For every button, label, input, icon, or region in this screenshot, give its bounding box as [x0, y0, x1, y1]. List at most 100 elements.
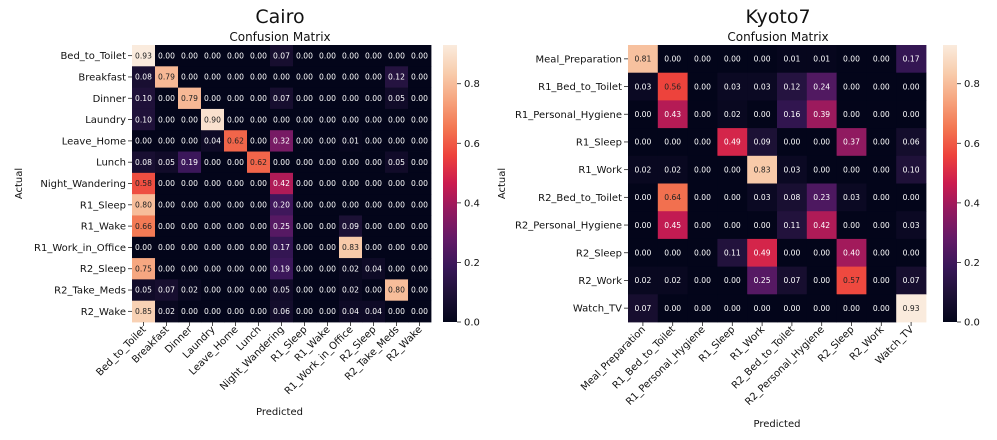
heatmap-cell: [687, 45, 718, 74]
cell-value-label: 0.00: [388, 264, 405, 273]
cell-value-label: 0.00: [903, 82, 920, 91]
cell-value-label: 0.00: [783, 138, 800, 147]
cell-value-label: 0.00: [227, 264, 244, 273]
cell-value-label: 0.00: [181, 307, 198, 316]
cell-value-label: 0.64: [664, 193, 681, 202]
cell-value-label: 0.00: [873, 304, 890, 313]
cell-value-label: 0.00: [724, 276, 741, 285]
cell-value-label: 0.10: [135, 115, 152, 124]
heatmap-cell: [270, 215, 294, 238]
cell-value-label: 0.00: [158, 243, 175, 252]
cell-value-label: 0.00: [158, 201, 175, 210]
cell-value-label: 0.10: [903, 165, 920, 174]
cell-value-label: 0.07: [158, 286, 175, 295]
cell-value-label: 0.01: [342, 137, 359, 146]
cell-value-label: 0.03: [724, 82, 741, 91]
heatmap-cell: [385, 87, 409, 110]
cell-value-label: 0.62: [227, 137, 244, 146]
heatmap-cell: [132, 215, 156, 238]
heatmap-cell: [687, 100, 718, 129]
heatmap-cell: [628, 155, 659, 184]
cell-value-label: 0.49: [724, 138, 741, 147]
colorbar-tick-label: 0.8: [964, 79, 980, 90]
heatmap-cell: [628, 183, 659, 212]
heatmap-cell: [628, 211, 659, 240]
colorbar-tick-label: 0.0: [964, 318, 980, 329]
heatmap-cell: [687, 238, 718, 267]
cell-value-label: 0.00: [296, 73, 313, 82]
heatmap-cell: [657, 128, 688, 157]
heatmap-cell: [836, 72, 867, 101]
cell-value-label: 0.75: [135, 264, 152, 273]
cell-value-label: 0.07: [273, 51, 290, 60]
cell-value-label: 0.00: [319, 94, 336, 103]
heatmap-cell: [155, 215, 179, 238]
heatmap-cell: [747, 100, 778, 129]
y-tick-label: R2_Personal_Hygiene: [515, 221, 622, 232]
heatmap-cell: [806, 45, 837, 74]
cell-value-label: 0.32: [273, 137, 290, 146]
heatmap-cell: [747, 155, 778, 184]
heatmap-cell: [896, 266, 927, 295]
heatmap-cell: [657, 238, 688, 267]
heatmap-cell: [178, 66, 202, 89]
cell-value-label: 0.00: [342, 158, 359, 167]
heatmap-cell: [270, 279, 294, 302]
cell-value-label: 0.00: [388, 201, 405, 210]
heatmap-cell: [201, 258, 225, 280]
x-axis-label: Predicted: [754, 419, 801, 430]
heatmap-cell: [316, 172, 340, 195]
cell-value-label: 0.00: [250, 264, 267, 273]
cell-value-label: 0.00: [694, 55, 711, 64]
cell-value-label: 0.00: [273, 115, 290, 124]
heatmap-cell: [717, 155, 748, 184]
cell-value-label: 0.00: [158, 51, 175, 60]
cell-value-label: 0.00: [724, 193, 741, 202]
y-tick-label: R1_Wake: [81, 222, 126, 233]
heatmap-cell: [270, 194, 294, 216]
heatmap-cell: [339, 215, 363, 238]
cell-value-label: 0.11: [724, 248, 741, 257]
heatmap-cell: [224, 66, 248, 89]
heatmap-cell: [408, 108, 432, 131]
cell-value-label: 0.02: [664, 165, 681, 174]
heatmap-cell: [339, 279, 363, 302]
cell-value-label: 0.00: [365, 158, 382, 167]
heatmap-cell: [408, 87, 432, 110]
heatmap-cell: [178, 172, 202, 195]
cell-value-label: 0.00: [273, 158, 290, 167]
heatmap-cell: [866, 238, 897, 267]
colorbar-tick-label: 0.4: [964, 198, 980, 209]
heatmap-cell: [408, 130, 432, 152]
cell-value-label: 0.00: [342, 201, 359, 210]
heatmap-cell: [224, 279, 248, 302]
cell-value-label: 0.00: [319, 286, 336, 295]
cell-value-label: 0.00: [227, 179, 244, 188]
heatmap-cell: [362, 45, 386, 67]
cell-value-label: 0.19: [181, 158, 198, 167]
heatmap-cell: [339, 151, 363, 174]
cell-value-label: 0.00: [634, 138, 651, 147]
heatmap-cell: [777, 238, 808, 267]
heatmap-cell: [201, 45, 225, 67]
cell-value-label: 0.00: [250, 73, 267, 82]
heatmap-cell: [628, 128, 659, 157]
colorbar-tick-label: 0.8: [464, 79, 480, 90]
cell-value-label: 0.00: [365, 201, 382, 210]
heatmap-cell: [806, 72, 837, 101]
cell-value-label: 0.06: [903, 138, 920, 147]
heatmap-cell: [896, 238, 927, 267]
cell-value-label: 0.00: [296, 222, 313, 231]
heatmap-cell: [717, 183, 748, 212]
cell-value-label: 0.00: [204, 222, 221, 231]
cell-value-label: 0.00: [296, 158, 313, 167]
y-tick-label: R1_Work: [578, 165, 622, 176]
cell-value-label: 0.12: [388, 73, 405, 82]
heatmap-cell: [408, 66, 432, 89]
cell-value-label: 0.37: [843, 138, 860, 147]
cell-value-label: 0.23: [813, 193, 830, 202]
cell-value-label: 0.00: [634, 193, 651, 202]
cell-value-label: 0.12: [783, 82, 800, 91]
cell-value-label: 0.00: [388, 222, 405, 231]
